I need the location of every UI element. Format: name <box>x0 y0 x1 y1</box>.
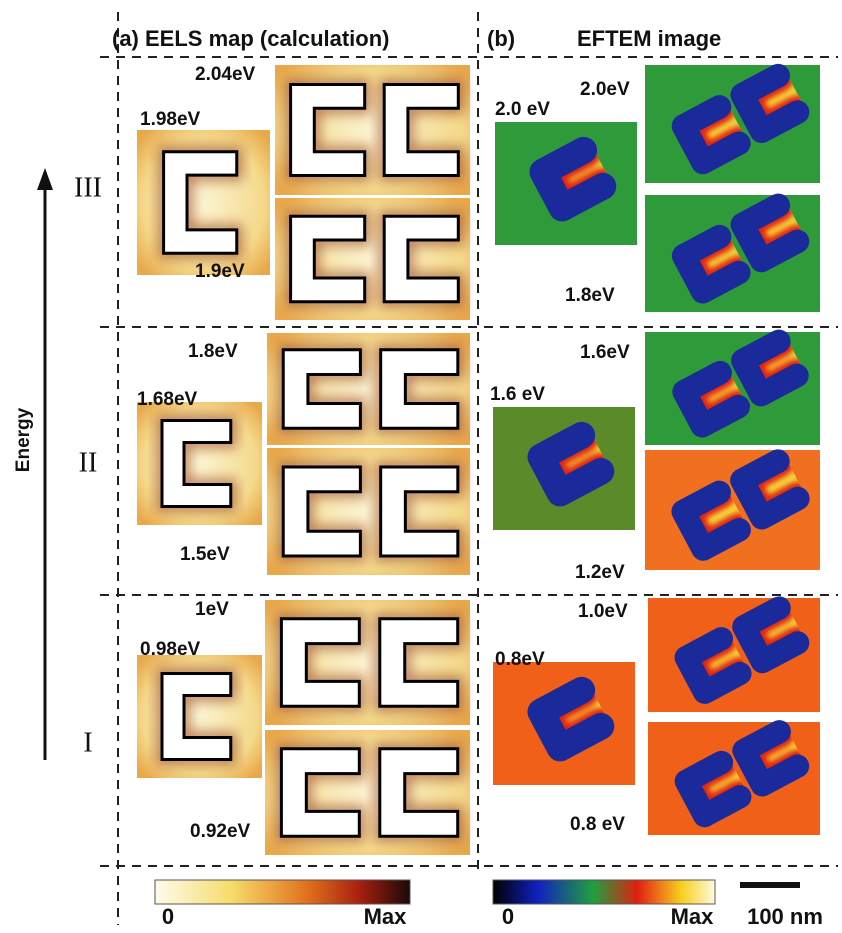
energy-label: 0.98eV <box>140 639 201 660</box>
energy-label: 0.8eV <box>495 649 545 670</box>
arrow-head <box>37 168 53 190</box>
colorbar <box>493 880 715 904</box>
colorbar <box>155 880 410 904</box>
colorbar-min: 0 <box>502 904 514 929</box>
colorbar-max: Max <box>671 904 715 929</box>
panel-letter: (b) <box>487 26 515 51</box>
energy-label: 1.6eV <box>580 342 630 363</box>
energy-label: 1.2eV <box>575 562 625 583</box>
energy-label: 0.8 eV <box>570 814 625 835</box>
eftem-shapes <box>541 435 601 493</box>
energy-label: 1.6 eV <box>490 384 545 405</box>
energy-label: 0.92eV <box>190 821 251 842</box>
eftem-shapes <box>543 150 603 208</box>
energy-label: 1.98eV <box>140 109 201 130</box>
energy-label: 2.0 eV <box>495 99 550 120</box>
regime-label: II <box>79 447 98 478</box>
axis-label: Energy <box>13 407 34 472</box>
energy-label: 1.8eV <box>188 341 238 362</box>
energy-label: 1.68eV <box>137 389 198 410</box>
colorbar-max: Max <box>364 904 408 929</box>
energy-label: 1eV <box>195 599 229 620</box>
energy-label: 1.0eV <box>578 601 628 622</box>
figure: (a) EELS map (calculation) (b) EFTEM ima… <box>0 0 842 933</box>
scale-label: 100 nm <box>747 904 823 929</box>
energy-label: 2.04eV <box>195 64 256 85</box>
scale-bar <box>740 882 800 888</box>
regime-label: I <box>83 727 92 758</box>
regime-label: III <box>74 172 102 203</box>
panel-title: (a) EELS map (calculation) <box>112 26 390 51</box>
panel-title: EFTEM image <box>577 26 721 51</box>
energy-label: 2.0eV <box>580 79 630 100</box>
colorbar-min: 0 <box>162 904 174 929</box>
energy-label: 1.8eV <box>565 285 615 306</box>
energy-label: 1.9eV <box>195 261 245 282</box>
energy-label: 1.5eV <box>180 544 230 565</box>
eftem-shapes <box>541 690 601 748</box>
